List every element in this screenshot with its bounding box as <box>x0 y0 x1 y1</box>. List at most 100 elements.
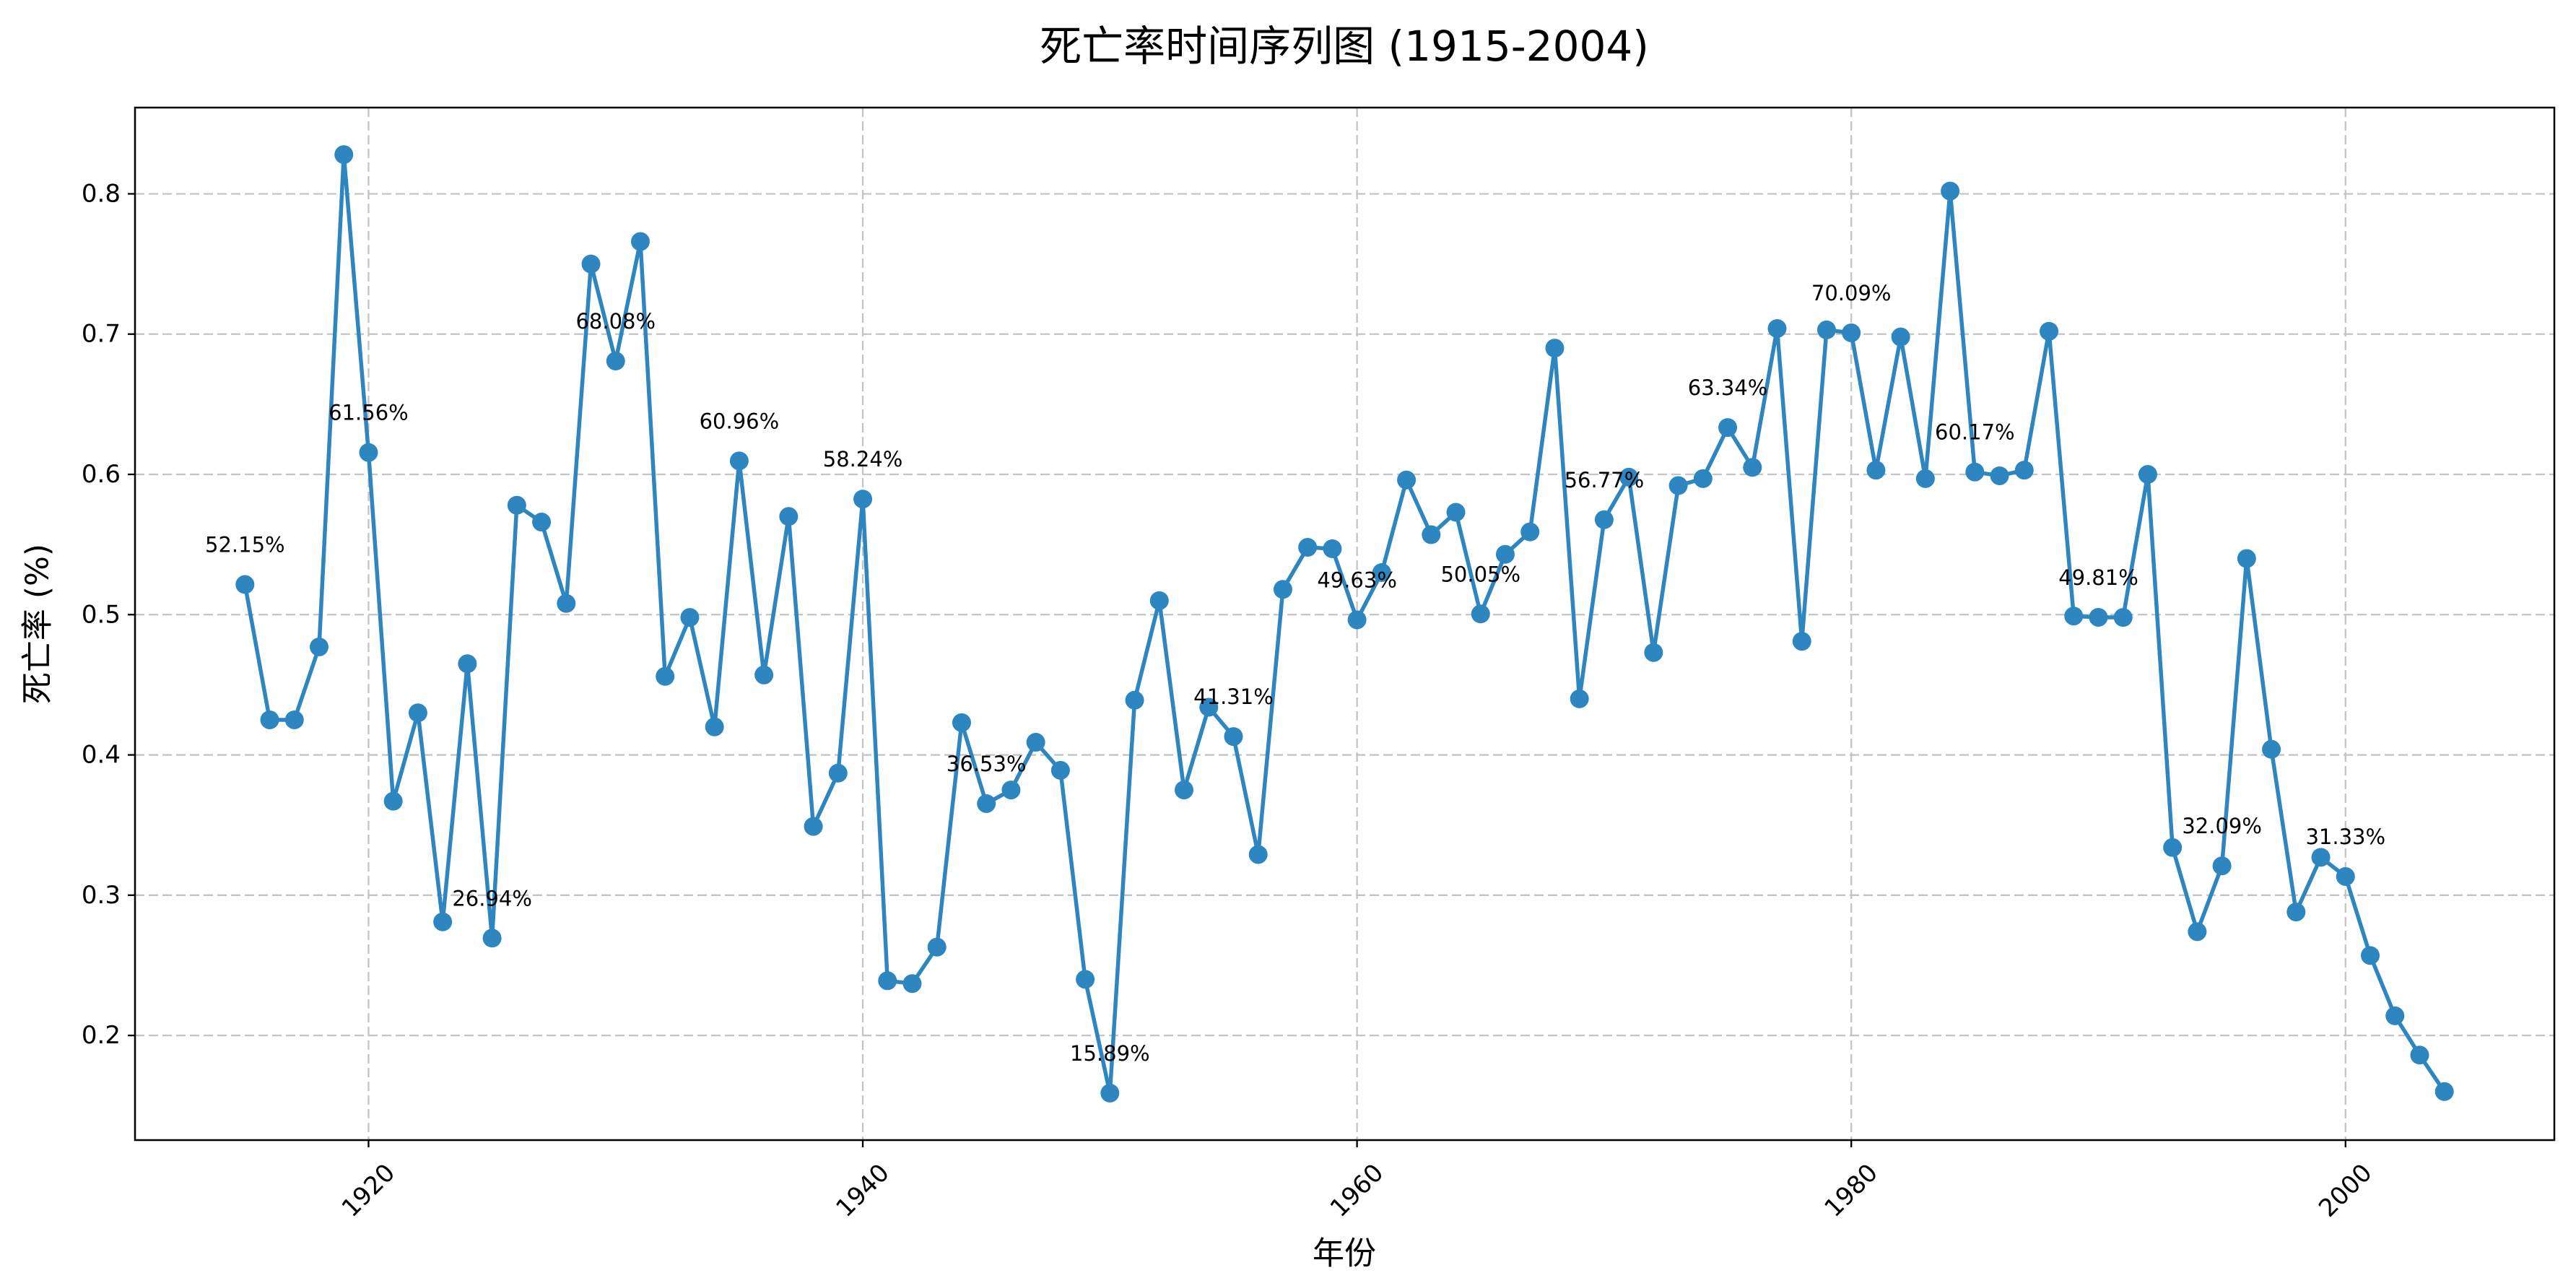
data-point <box>482 929 502 948</box>
data-point <box>334 145 354 165</box>
data-label: 70.09% <box>1811 281 1892 305</box>
data-point <box>2014 461 2034 480</box>
data-point <box>235 575 255 594</box>
data-point <box>853 490 873 509</box>
data-point <box>2064 607 2084 626</box>
data-label: 58.24% <box>823 447 903 471</box>
data-point <box>878 971 897 991</box>
y-tick-label: 0.2 <box>82 1021 121 1050</box>
data-label: 36.53% <box>947 752 1027 776</box>
data-point <box>1866 461 1886 480</box>
data-point <box>1545 339 1565 358</box>
data-point <box>2040 321 2059 341</box>
y-axis-label: 死亡率 (%) <box>19 544 56 704</box>
data-point <box>1175 781 1194 800</box>
data-point <box>1372 563 1391 582</box>
data-point <box>2361 946 2380 965</box>
data-point <box>1050 760 1070 780</box>
data-label: 32.09% <box>2182 814 2262 838</box>
data-point <box>1941 181 1960 201</box>
data-label-layer: 52.15% 61.56% 26.94% 68.08% 60.96% 58.24% 36.5… <box>205 281 2385 1066</box>
data-point <box>754 665 774 684</box>
data-point <box>1125 690 1144 710</box>
data-point <box>1644 643 1663 662</box>
data-point <box>507 495 526 515</box>
data-point <box>1668 476 1688 495</box>
data-point <box>1323 539 1342 558</box>
data-label: 26.94% <box>452 886 532 910</box>
data-point <box>705 717 724 736</box>
data-label: 49.63% <box>1317 568 1397 592</box>
data-point <box>1422 525 1441 544</box>
data-point <box>927 937 947 957</box>
data-point <box>1816 320 1836 339</box>
data-label: 52.15% <box>205 533 285 557</box>
data-label: 68.08% <box>575 309 656 334</box>
data-point <box>408 703 427 723</box>
data-point <box>532 513 552 532</box>
data-point <box>2311 848 2331 867</box>
data-point <box>557 594 576 613</box>
data-point <box>433 912 453 931</box>
data-point <box>1693 469 1713 488</box>
data-label: 63.34% <box>1688 375 1768 400</box>
data-point <box>1471 604 1490 624</box>
data-point <box>1570 689 1589 708</box>
data-point <box>1495 544 1515 564</box>
data-point <box>1446 503 1466 522</box>
data-point <box>284 710 304 729</box>
data-point <box>458 654 477 674</box>
data-point <box>2336 866 2355 886</box>
data-point <box>1001 781 1021 800</box>
data-point <box>656 666 675 686</box>
data-point <box>2188 922 2207 942</box>
data-label: 41.31% <box>1193 684 1274 709</box>
data-point <box>1298 538 1318 557</box>
data-point <box>1347 610 1367 630</box>
data-label: 50.05% <box>1440 562 1520 586</box>
data-point <box>1718 418 1738 438</box>
data-label: 49.81% <box>2058 565 2138 590</box>
data-point <box>828 763 848 783</box>
data-point <box>606 352 625 371</box>
data-point <box>2113 608 2133 627</box>
data-point <box>1915 469 1935 488</box>
data-point <box>1965 462 1985 482</box>
data-point <box>902 974 922 994</box>
data-point <box>581 254 601 274</box>
series-layer <box>235 145 2454 1103</box>
data-point <box>2212 856 2232 876</box>
data-point <box>1619 467 1639 487</box>
data-label: 31.33% <box>2305 825 2385 849</box>
data-point <box>2089 607 2108 627</box>
data-point <box>1248 845 1268 864</box>
data-point <box>1792 632 1811 651</box>
data-point <box>310 637 328 656</box>
data-point <box>2434 1082 2454 1101</box>
data-point <box>952 713 971 732</box>
data-point <box>2286 903 2306 922</box>
data-label: 56.77% <box>1565 468 1645 492</box>
data-label: 15.89% <box>1070 1041 1150 1066</box>
data-point <box>1100 1083 1120 1103</box>
y-tick-label: 0.6 <box>82 460 121 489</box>
data-point <box>1891 327 1910 347</box>
data-point <box>729 451 749 471</box>
data-point <box>1397 470 1417 490</box>
x-axis-label: 年份 <box>1313 1235 1376 1272</box>
data-point <box>1594 510 1614 529</box>
data-point <box>1224 727 1243 747</box>
data-point <box>2237 549 2256 568</box>
data-point <box>383 791 403 811</box>
data-point <box>977 794 996 813</box>
data-point <box>1026 733 1045 752</box>
y-tick-label: 0.3 <box>82 881 121 910</box>
data-point <box>1842 323 1861 342</box>
data-point <box>260 710 279 729</box>
data-label: 60.17% <box>1935 420 2015 445</box>
data-label: 60.96% <box>700 409 780 433</box>
data-point <box>1743 458 1762 477</box>
y-tick-label: 0.8 <box>82 179 121 208</box>
data-point <box>2385 1006 2405 1025</box>
data-point <box>1149 591 1169 610</box>
